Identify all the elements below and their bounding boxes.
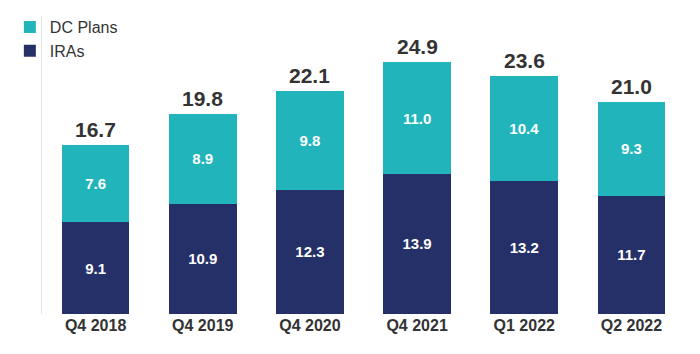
svg-text:DC Plans: DC Plans: [50, 19, 118, 36]
svg-text:13.9: 13.9: [402, 235, 431, 252]
svg-text:24.9: 24.9: [397, 35, 438, 58]
svg-text:10.4: 10.4: [509, 120, 539, 137]
svg-text:12.3: 12.3: [295, 243, 324, 260]
svg-text:9.8: 9.8: [299, 132, 320, 149]
svg-text:16.7: 16.7: [75, 118, 116, 141]
svg-text:11.7: 11.7: [617, 246, 645, 263]
svg-text:Q4 2020: Q4 2020: [279, 317, 340, 334]
svg-text:9.1: 9.1: [85, 260, 106, 277]
svg-text:Q1 2022: Q1 2022: [494, 317, 555, 334]
svg-text:21.0: 21.0: [611, 75, 652, 98]
svg-text:19.8: 19.8: [182, 87, 223, 110]
svg-text:Q4 2021: Q4 2021: [386, 317, 447, 334]
svg-text:10.9: 10.9: [188, 250, 217, 267]
svg-text:Q4 2019: Q4 2019: [172, 317, 233, 334]
svg-text:11.0: 11.0: [403, 110, 431, 127]
svg-text:Q2 2022: Q2 2022: [601, 317, 662, 334]
svg-text:7.6: 7.6: [85, 175, 106, 192]
svg-text:23.6: 23.6: [504, 49, 545, 72]
svg-text:22.1: 22.1: [289, 64, 330, 87]
svg-text:IRAs: IRAs: [50, 43, 85, 60]
svg-text:8.9: 8.9: [192, 150, 213, 167]
svg-text:13.2: 13.2: [510, 239, 539, 256]
svg-text:9.3: 9.3: [621, 140, 642, 157]
svg-text:Q4 2018: Q4 2018: [65, 317, 126, 334]
